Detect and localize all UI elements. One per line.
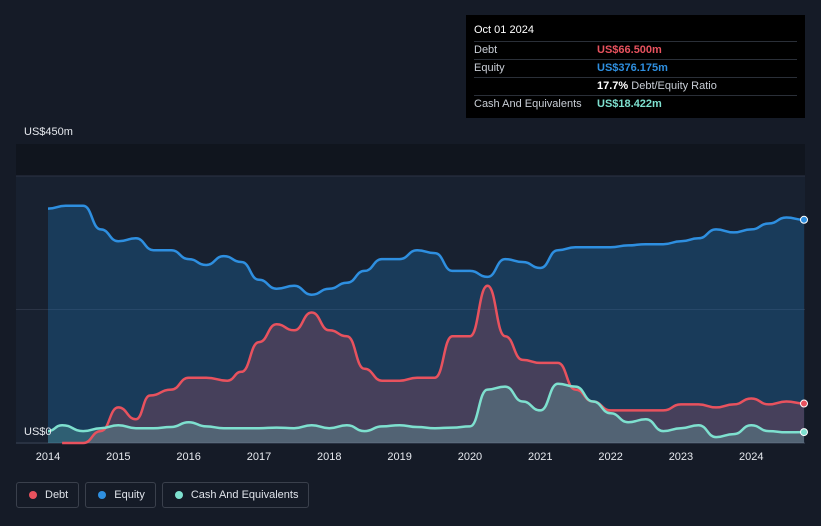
y-axis-top-label: US$450m [24, 126, 73, 138]
tooltip-label: Equity [474, 62, 505, 74]
tooltip-label [474, 78, 597, 95]
end-markers [800, 215, 808, 437]
x-tick-label: 2014 [36, 451, 60, 463]
x-tick-label: 2017 [247, 451, 271, 463]
ratio-value: 17.7% [597, 80, 629, 92]
x-tick-label: 2021 [528, 451, 552, 463]
legend-dot-icon [29, 491, 37, 499]
x-tick-label: 2019 [387, 451, 411, 463]
marker-debt [800, 399, 808, 408]
x-tick-label: 2020 [458, 451, 482, 463]
marker-equity [800, 215, 808, 224]
x-tick-label: 2015 [106, 451, 130, 463]
area-equity [48, 205, 804, 443]
x-tick-label: 2016 [176, 451, 200, 463]
x-tick-label: 2023 [669, 451, 693, 463]
tooltip-value: US$66.500m [597, 44, 662, 56]
tooltip-row-equity: Equity US$376.175m [474, 59, 797, 77]
legend-label: Equity [114, 489, 145, 501]
legend-dot-icon [98, 491, 107, 499]
legend-item-debt[interactable]: Debt [16, 482, 80, 508]
area-cash-and-equivalents [48, 383, 804, 443]
line-debt [62, 284, 805, 445]
chart-legend: Debt Equity Cash And Equivalents [16, 482, 310, 510]
tooltip-row-cash: Cash And Equivalents US$18.422m [474, 95, 797, 113]
tooltip-value: US$376.175m [597, 62, 668, 74]
legend-label: Cash And Equivalents [190, 489, 299, 501]
legend-label: Debt [45, 489, 69, 501]
line-cash-and-equivalents [47, 382, 805, 439]
tooltip-row-ratio: 17.7% Debt/Equity Ratio [474, 77, 797, 95]
legend-dot-icon [174, 491, 183, 499]
tooltip-value: US$18.422m [597, 98, 662, 110]
ratio-suffix: Debt/Equity Ratio [631, 80, 717, 92]
tooltip-value: 17.7% Debt/Equity Ratio [597, 78, 717, 95]
x-tick-label: 2022 [598, 451, 622, 463]
area-debt [62, 285, 805, 443]
tooltip-row-debt: Debt US$66.500m [474, 41, 797, 59]
tooltip-label: Cash And Equivalents [474, 98, 582, 110]
line-equity [47, 204, 805, 296]
y-axis-bottom-label: US$0 [24, 426, 52, 438]
data-tooltip: Oct 01 2024 Debt US$66.500m Equity US$37… [466, 15, 805, 118]
series-lines [47, 204, 805, 445]
x-tick-label: 2024 [739, 451, 763, 463]
legend-item-equity[interactable]: Equity [85, 482, 156, 508]
axis-labels: US$450m US$0 2014 2015 2016 2017 2018 2019 202… [24, 126, 763, 463]
series-areas [48, 205, 805, 443]
plot-background-upper [16, 144, 805, 176]
tooltip-label: Debt [474, 44, 498, 56]
tooltip-date: Oct 01 2024 [474, 24, 534, 36]
legend-item-cash[interactable]: Cash And Equivalents [161, 482, 310, 508]
marker-cash-and-equivalents [800, 428, 808, 437]
grid-lines [16, 175, 805, 444]
x-tick-label: 2018 [317, 451, 341, 463]
